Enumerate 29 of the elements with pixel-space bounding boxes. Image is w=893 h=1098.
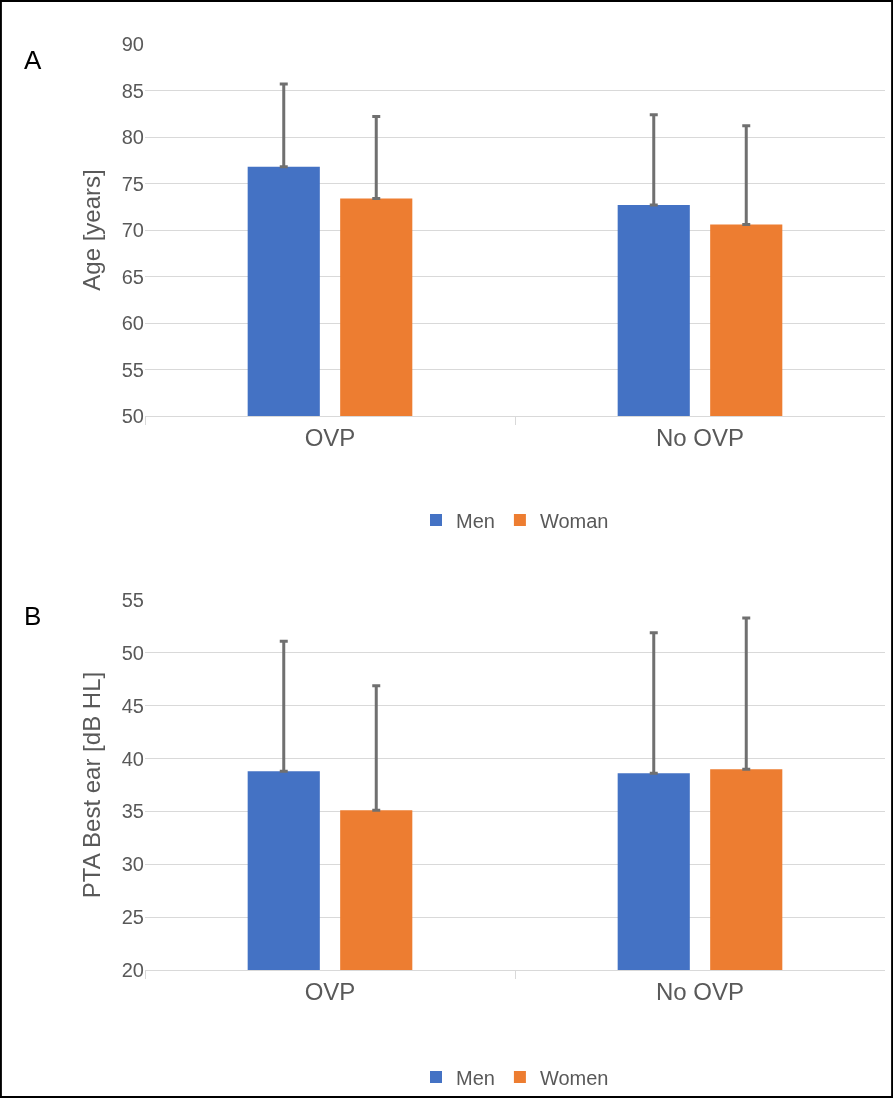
y-tick-label: 75	[121, 172, 144, 195]
x-tick-label: OVP	[304, 977, 356, 1005]
y-tick-label: 45	[121, 694, 144, 717]
y-tick-label: 70	[121, 219, 144, 241]
y-tick-label: 30	[121, 853, 144, 876]
legend-label: Woman	[539, 509, 609, 532]
y-tick-label: 60	[121, 312, 144, 334]
x-tick-label: No OVP	[655, 977, 745, 1005]
y-tick-label: 35	[121, 800, 144, 823]
legend-label: Men	[456, 1066, 495, 1089]
y-tick-label: 55	[121, 589, 144, 611]
legend-label: Women	[539, 1066, 609, 1089]
y-tick-label: 90	[121, 33, 144, 55]
x-tick-label: OVP	[304, 423, 356, 451]
y-tick-label: 80	[121, 126, 144, 148]
y-tick-label: 40	[121, 747, 144, 770]
legend-label: Men	[456, 509, 495, 532]
y-tick-label: 55	[121, 358, 144, 381]
text: B	[24, 601, 42, 631]
text: A	[24, 45, 42, 75]
y-tick-label: 25	[121, 906, 144, 929]
x-tick-label: No OVP	[655, 423, 745, 451]
y-tick-label: 85	[121, 79, 144, 102]
y-axis-title: PTA Best ear [dB HL]	[77, 671, 105, 899]
y-axis-title: Age [years]	[77, 169, 105, 291]
y-tick-label: 50	[121, 641, 144, 664]
y-tick-label: 65	[121, 265, 144, 288]
y-tick-label: 20	[121, 959, 144, 981]
y-tick-label: 50	[121, 405, 144, 427]
